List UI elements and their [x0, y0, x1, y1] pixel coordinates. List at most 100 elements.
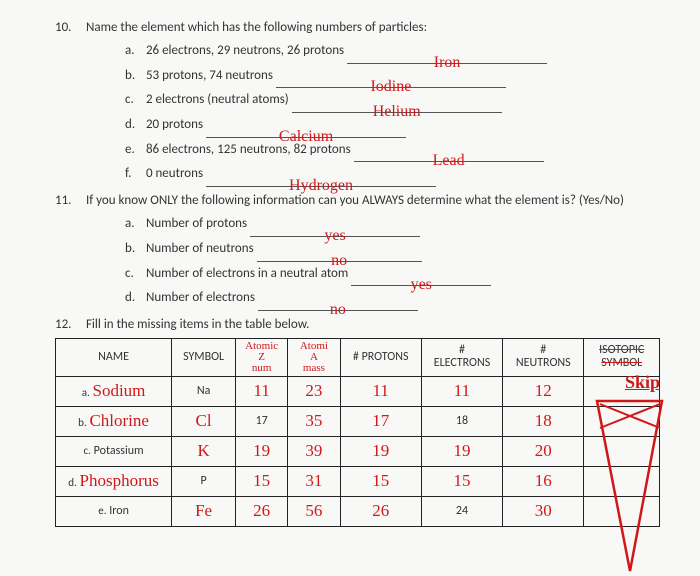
- answer-blank: Lead: [354, 144, 544, 162]
- item-text: Number of electrons: [146, 290, 255, 305]
- table-cell: 23: [288, 376, 340, 406]
- table-cell: 15: [421, 466, 502, 496]
- item-letter: e.: [125, 138, 143, 163]
- row-name-cell: b. Chlorine: [56, 406, 172, 436]
- th-neutrons: # NEUTRONS: [503, 338, 584, 376]
- q12-prompt: Fill in the missing items in the table b…: [86, 317, 310, 332]
- answer-blank: Helium: [292, 95, 502, 113]
- table-cell: 17: [340, 406, 421, 436]
- table-cell: Fe: [172, 496, 236, 526]
- table-cell-isotopic: [584, 436, 660, 466]
- q11-item: d. Number of electrons no: [125, 286, 660, 311]
- table-cell: 19: [236, 436, 288, 466]
- table-cell: 26: [236, 496, 288, 526]
- q10-item: a. 26 electrons, 29 neutrons, 26 protons…: [125, 39, 660, 64]
- th-atomic-number: Atomic Z num: [236, 338, 288, 376]
- q10-item: c. 2 electrons (neutral atoms) Helium: [125, 88, 660, 113]
- table-cell: 18: [421, 406, 502, 436]
- answer-blank: yes: [351, 268, 491, 286]
- row-name-cell: e. Iron: [56, 496, 172, 526]
- table-cell: 19: [340, 436, 421, 466]
- table-cell: 11: [421, 376, 502, 406]
- item-text: 53 protons, 74 neutrons: [146, 68, 273, 83]
- q11-number: 11.: [55, 193, 83, 208]
- table-cell: 15: [236, 466, 288, 496]
- table-row: a. SodiumNa1123111112: [56, 376, 660, 406]
- question-12: 12. Fill in the missing items in the tab…: [55, 317, 660, 332]
- table-cell: 17: [236, 406, 288, 436]
- th-atomic-mass: Atomi A mass: [288, 338, 340, 376]
- handwritten-answer: no: [330, 301, 346, 318]
- q10-item: b. 53 protons, 74 neutrons Iodine: [125, 64, 660, 89]
- table-cell: 26: [340, 496, 421, 526]
- table-cell: K: [172, 436, 236, 466]
- table-cell-isotopic: [584, 466, 660, 496]
- q11-item: c. Number of electrons in a neutral atom…: [125, 262, 660, 287]
- table-cell: 56: [288, 496, 340, 526]
- table-cell: 24: [421, 496, 502, 526]
- item-letter: a.: [125, 212, 143, 237]
- table-cell: 16: [503, 466, 584, 496]
- table-cell: 31: [288, 466, 340, 496]
- worksheet-page: 10. Name the element which has the follo…: [0, 0, 700, 527]
- item-letter: a.: [125, 39, 143, 64]
- item-text: Number of neutrons: [146, 241, 254, 256]
- answer-blank: Hydrogen: [206, 169, 436, 187]
- item-text: 0 neutrons: [146, 166, 203, 181]
- answer-blank: no: [258, 293, 418, 311]
- item-text: 2 electrons (neutral atoms): [146, 92, 289, 107]
- table-cell: 30: [503, 496, 584, 526]
- table-header-row: NAME SYMBOL Atomic Z num Atomi A mass # …: [56, 338, 660, 376]
- item-letter: d.: [125, 286, 143, 311]
- table-cell: 15: [340, 466, 421, 496]
- q11-prompt: If you know ONLY the following informati…: [86, 193, 624, 208]
- item-letter: b.: [125, 64, 143, 89]
- question-10: 10. Name the element which has the follo…: [55, 20, 660, 35]
- th-symbol: SYMBOL: [172, 338, 236, 376]
- item-letter: f.: [125, 162, 143, 187]
- table-cell-isotopic: [584, 496, 660, 526]
- th-electrons: # ELECTRONS: [421, 338, 502, 376]
- q10-item: f. 0 neutrons Hydrogen: [125, 162, 660, 187]
- table-row: c. PotassiumK1939191920: [56, 436, 660, 466]
- elements-table: NAME SYMBOL Atomic Z num Atomi A mass # …: [55, 338, 660, 527]
- table-cell-isotopic: [584, 406, 660, 436]
- q10-item: e. 86 electrons, 125 neutrons, 82 proton…: [125, 138, 660, 163]
- q12-number: 12.: [55, 317, 83, 332]
- table-cell: P: [172, 466, 236, 496]
- item-text: Number of electrons in a neutral atom: [146, 266, 348, 281]
- row-name-cell: d. Phosphorus: [56, 466, 172, 496]
- item-letter: c.: [125, 88, 143, 113]
- answer-blank: Iodine: [276, 70, 506, 88]
- table-cell: 39: [288, 436, 340, 466]
- row-name-cell: a. Sodium: [56, 376, 172, 406]
- table-cell: Na: [172, 376, 236, 406]
- q10-item: d. 20 protons Calcium: [125, 113, 660, 138]
- table-cell: 18: [503, 406, 584, 436]
- item-letter: d.: [125, 113, 143, 138]
- answer-blank: no: [257, 244, 422, 262]
- handwritten-answer: Hydrogen: [289, 177, 353, 194]
- answer-blank: Iron: [347, 46, 547, 64]
- table-row: b. ChlorineCl1735171818: [56, 406, 660, 436]
- table-cell: 11: [236, 376, 288, 406]
- table-cell: 35: [288, 406, 340, 436]
- table-cell: Cl: [172, 406, 236, 436]
- table-cell: 20: [503, 436, 584, 466]
- item-text: 20 protons: [146, 117, 203, 132]
- th-isotopic: ISOTOPIC SYMBOL: [584, 338, 660, 376]
- table-cell-isotopic: [584, 376, 660, 406]
- row-name-cell: c. Potassium: [56, 436, 172, 466]
- table-cell: 12: [503, 376, 584, 406]
- th-name: NAME: [56, 338, 172, 376]
- table-row: d. PhosphorusP1531151516: [56, 466, 660, 496]
- item-text: 26 electrons, 29 neutrons, 26 protons: [146, 43, 344, 58]
- q11-item: b. Number of neutrons no: [125, 237, 660, 262]
- th-protons: # PROTONS: [340, 338, 421, 376]
- item-letter: c.: [125, 262, 143, 287]
- item-text: 86 electrons, 125 neutrons, 82 protons: [146, 142, 351, 157]
- item-letter: b.: [125, 237, 143, 262]
- table-cell: 19: [421, 436, 502, 466]
- q11-item: a. Number of protons yes: [125, 212, 660, 237]
- q10-number: 10.: [55, 20, 83, 35]
